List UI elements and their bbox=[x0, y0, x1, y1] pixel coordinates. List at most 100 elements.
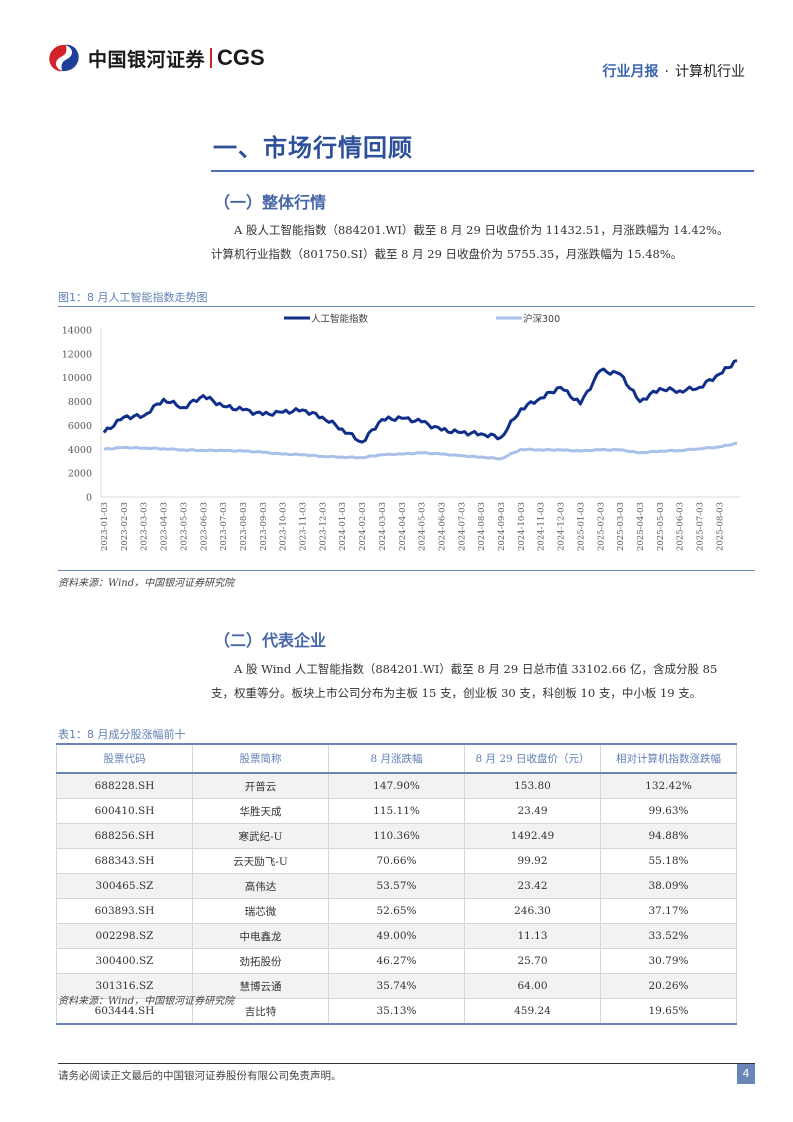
y-tick-label: 6000 bbox=[68, 421, 92, 432]
cell-code: 600410.SH bbox=[56, 798, 193, 824]
cell-change: 53.57% bbox=[328, 873, 465, 899]
legend-ai-label: 人工智能指数 bbox=[311, 313, 369, 325]
paragraph-line: 计算机行业指数（801750.SI）截至 8 月 29 日收盘价为 5755.3… bbox=[211, 247, 683, 261]
table-title: 表1：8 月成分股涨幅前十 bbox=[58, 728, 186, 741]
x-tick-label: 2025-03-03 bbox=[616, 502, 626, 551]
cell-relative: 30.79% bbox=[600, 948, 737, 974]
cell-relative: 37.17% bbox=[600, 898, 737, 924]
companies-paragraph: A 股 Wind 人工智能指数（884201.WI）截至 8 月 29 日总市值… bbox=[211, 657, 756, 705]
cell-relative: 20.26% bbox=[600, 973, 737, 999]
figure-source: 资料来源：Wind，中国银河证券研究院 bbox=[58, 578, 235, 589]
legend-hs300-label: 沪深300 bbox=[523, 313, 560, 325]
x-tick-label: 2023-09-03 bbox=[259, 502, 269, 551]
table-row: 301316.SZ 慧博云通 35.74% 64.00 20.26% bbox=[56, 973, 737, 999]
cell-name: 开普云 bbox=[192, 772, 329, 799]
cell-price: 99.92 bbox=[464, 848, 601, 874]
cell-code: 688256.SH bbox=[56, 823, 193, 849]
overall-paragraph: A 股人工智能指数（884201.WI）截至 8 月 29 日收盘价为 1143… bbox=[211, 218, 756, 266]
x-tick-label: 2024-12-03 bbox=[557, 502, 567, 551]
x-tick-label: 2023-06-03 bbox=[199, 502, 209, 551]
industry-label: 计算机行业 bbox=[675, 64, 745, 80]
cell-name: 瑞芯微 bbox=[192, 898, 329, 924]
page-number: 4 bbox=[737, 1064, 755, 1084]
x-tick-label: 2023-05-03 bbox=[179, 502, 189, 551]
figure-title: 图1：8 月人工智能指数走势图 bbox=[58, 291, 208, 304]
cell-price: 64.00 bbox=[464, 973, 601, 999]
table-row: 603893.SH 瑞芯微 52.65% 246.30 37.17% bbox=[56, 898, 737, 924]
company-logo: 中国银河证券 CGS bbox=[46, 40, 291, 76]
subsection-title-overall: （一）整体行情 bbox=[214, 193, 327, 212]
x-tick-label: 2023-12-03 bbox=[318, 502, 328, 551]
header-stock-code: 股票代码 bbox=[56, 743, 193, 774]
x-tick-label: 2023-11-03 bbox=[299, 502, 309, 551]
cell-name: 中电鑫龙 bbox=[192, 923, 329, 949]
paragraph-line: A 股 Wind 人工智能指数（884201.WI）截至 8 月 29 日总市值… bbox=[234, 662, 718, 676]
section-title: 一、市场行情回顾 bbox=[213, 133, 413, 162]
cell-change: 35.74% bbox=[328, 973, 465, 999]
header-close-price: 8 月 29 日收盘价（元） bbox=[464, 743, 601, 774]
cell-change: 49.00% bbox=[328, 923, 465, 949]
x-tick-label: 2024-06-03 bbox=[437, 502, 447, 551]
y-tick-label: 14000 bbox=[62, 326, 92, 337]
cell-name: 华胜天成 bbox=[192, 798, 329, 824]
table-row: 300465.SZ 高伟达 53.57% 23.42 38.09% bbox=[56, 873, 737, 899]
figure-bottom-rule bbox=[58, 570, 755, 571]
cell-name: 劲拓股份 bbox=[192, 948, 329, 974]
footer-rule bbox=[58, 1063, 755, 1064]
cell-code: 688343.SH bbox=[56, 848, 193, 874]
x-tick-label: 2023-03-03 bbox=[140, 502, 150, 551]
header-separator: · bbox=[664, 64, 669, 80]
x-tick-label: 2024-09-03 bbox=[497, 502, 507, 551]
x-tick-label: 2024-05-03 bbox=[418, 502, 428, 551]
cell-code: 301316.SZ bbox=[56, 973, 193, 999]
logo-english-text: CGS bbox=[217, 45, 265, 70]
cell-code: 300465.SZ bbox=[56, 873, 193, 899]
cell-price: 153.80 bbox=[464, 772, 601, 799]
cell-code: 603893.SH bbox=[56, 898, 193, 924]
footer-disclaimer: 请务必阅读正文最后的中国银河证券股份有限公司免责声明。 bbox=[58, 1070, 342, 1082]
cell-price: 23.49 bbox=[464, 798, 601, 824]
x-tick-label: 2023-08-03 bbox=[239, 502, 249, 551]
cell-code: 688228.SH bbox=[56, 772, 193, 799]
subsection-title-companies: （二）代表企业 bbox=[214, 631, 327, 650]
section-divider bbox=[211, 170, 754, 172]
y-tick-label: 10000 bbox=[62, 373, 92, 384]
cell-name: 慧博云通 bbox=[192, 973, 329, 999]
x-tick-label: 2025-08-03 bbox=[715, 502, 725, 551]
x-tick-label: 2025-07-03 bbox=[696, 502, 706, 551]
cell-relative: 55.18% bbox=[600, 848, 737, 874]
cell-code: 603444.SH bbox=[56, 998, 193, 1025]
x-tick-label: 2023-07-03 bbox=[219, 502, 229, 551]
header-relative-change: 相对计算机指数涨跌幅 bbox=[600, 743, 737, 774]
table-row: 603444.SH 吉比特 35.13% 459.24 19.65% bbox=[56, 998, 737, 1025]
x-tick-label: 2024-11-03 bbox=[537, 502, 547, 551]
table-row: 688256.SH 寒武纪-U 110.36% 1492.49 94.88% bbox=[56, 823, 737, 849]
x-tick-label: 2024-01-03 bbox=[338, 502, 348, 551]
x-tick-label: 2023-04-03 bbox=[160, 502, 170, 551]
cell-change: 147.90% bbox=[328, 772, 465, 799]
cell-code: 002298.SZ bbox=[56, 923, 193, 949]
cell-change: 46.27% bbox=[328, 948, 465, 974]
cell-price: 459.24 bbox=[464, 998, 601, 1025]
y-tick-label: 4000 bbox=[68, 445, 92, 456]
x-tick-label: 2025-05-03 bbox=[656, 502, 666, 551]
y-tick-label: 8000 bbox=[68, 397, 92, 408]
x-tick-label: 2024-08-03 bbox=[477, 502, 487, 551]
table-row: 002298.SZ 中电鑫龙 49.00% 11.13 33.52% bbox=[56, 923, 737, 949]
x-tick-label: 2025-01-03 bbox=[576, 502, 586, 551]
x-tick-label: 2025-06-03 bbox=[676, 502, 686, 551]
series-ai-index-line bbox=[102, 359, 738, 444]
cell-change: 35.13% bbox=[328, 998, 465, 1025]
line-chart: 0 2000 4000 6000 8000 10000 12000 14000 2023-01-… bbox=[62, 313, 740, 551]
x-tick-label: 2024-10-03 bbox=[517, 502, 527, 551]
galaxy-logo-icon bbox=[49, 44, 79, 72]
logo-separator bbox=[210, 48, 213, 68]
top-gainers-table: 股票代码 股票简称 8 月涨跌幅 8 月 29 日收盘价（元） 相对计算机指数涨… bbox=[56, 743, 737, 1025]
figure-top-rule bbox=[58, 306, 755, 307]
cell-relative: 38.09% bbox=[600, 873, 737, 899]
x-tick-label: 2025-04-03 bbox=[636, 502, 646, 551]
series-hs300-line bbox=[103, 441, 738, 461]
cell-name: 吉比特 bbox=[192, 998, 329, 1025]
cell-relative: 99.63% bbox=[600, 798, 737, 824]
x-tick-label: 2024-07-03 bbox=[457, 502, 467, 551]
